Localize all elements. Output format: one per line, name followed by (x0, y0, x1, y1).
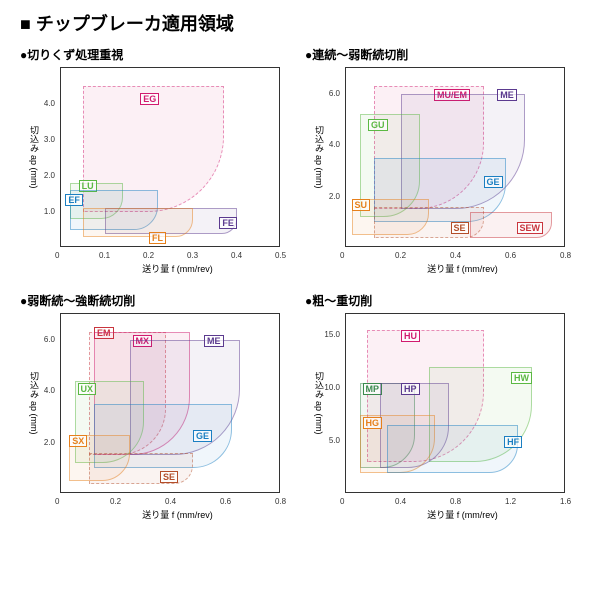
chart-area: MU/EMMEGUGESUSESEW00.20.40.60.82.04.06.0 (345, 67, 565, 247)
panel-title: ●弱断続～強断続切削 (20, 292, 295, 309)
chart-grid: ●切りくず処理重視切込み ap (mm)送り量 f (mm/rev)EGLUEF… (20, 46, 580, 528)
chart-panel: ●切りくず処理重視切込み ap (mm)送り量 f (mm/rev)EGLUEF… (20, 46, 295, 282)
region-label: SX (69, 435, 87, 447)
x-axis-label: 送り量 f (mm/rev) (427, 508, 498, 521)
region-label: ME (497, 89, 517, 101)
x-axis-label: 送り量 f (mm/rev) (142, 508, 213, 521)
chart-panel: ●連続～弱断続切削切込み ap (mm)送り量 f (mm/rev)MU/EMM… (305, 46, 580, 282)
panel-title: ●切りくず処理重視 (20, 46, 295, 63)
region-label: HU (401, 330, 420, 342)
chart-area: EMMXMEUXGESXSE00.20.40.60.82.04.06.0 (60, 313, 280, 493)
region-label: HW (511, 372, 532, 384)
y-axis-label: 切込み ap (mm) (28, 372, 41, 435)
region-label: GE (484, 176, 503, 188)
region-label: GU (368, 119, 388, 131)
x-axis-label: 送り量 f (mm/rev) (427, 262, 498, 275)
region-label: FL (149, 232, 166, 244)
chart-area: HUHWMPHPHGHF00.40.81.21.65.010.015.0 (345, 313, 565, 493)
region-label: UX (78, 383, 97, 395)
page-title: ■ チップブレーカ適用領域 (20, 10, 580, 36)
region-label: HF (504, 436, 522, 448)
region-label: FE (219, 217, 237, 229)
y-axis-label: 切込み ap (mm) (28, 126, 41, 189)
chart-panel: ●弱断続～強断続切削切込み ap (mm)送り量 f (mm/rev)EMMXM… (20, 292, 295, 528)
chart-area: EGLUEFFEFL00.10.20.30.40.51.02.03.04.0 (60, 67, 280, 247)
y-axis-label: 切込み ap (mm) (313, 372, 326, 435)
region-hf (387, 425, 518, 473)
panel-title: ●粗～重切削 (305, 292, 580, 309)
region-label: SE (451, 222, 469, 234)
region-label: EG (140, 93, 159, 105)
chart-panel: ●粗～重切削切込み ap (mm) 送り量 f (mm/rev) HU HW MP HP H… (305, 292, 580, 528)
region-label: ME (204, 335, 224, 347)
region-label: SU (352, 199, 371, 211)
region-label: GE (193, 430, 212, 442)
region-label: HP (401, 383, 420, 395)
y-axis-label: 切込み ap (mm) (313, 126, 326, 189)
region-label: MP (363, 383, 383, 395)
region-label: HG (363, 417, 383, 429)
panel-title: ●連続～弱断続切削 (305, 46, 580, 63)
region-fl (83, 208, 193, 237)
region-label: EF (65, 194, 83, 206)
x-axis-label: 送り量 f (mm/rev) (142, 262, 213, 275)
region-label: SE (160, 471, 178, 483)
region-label: SEW (517, 222, 544, 234)
